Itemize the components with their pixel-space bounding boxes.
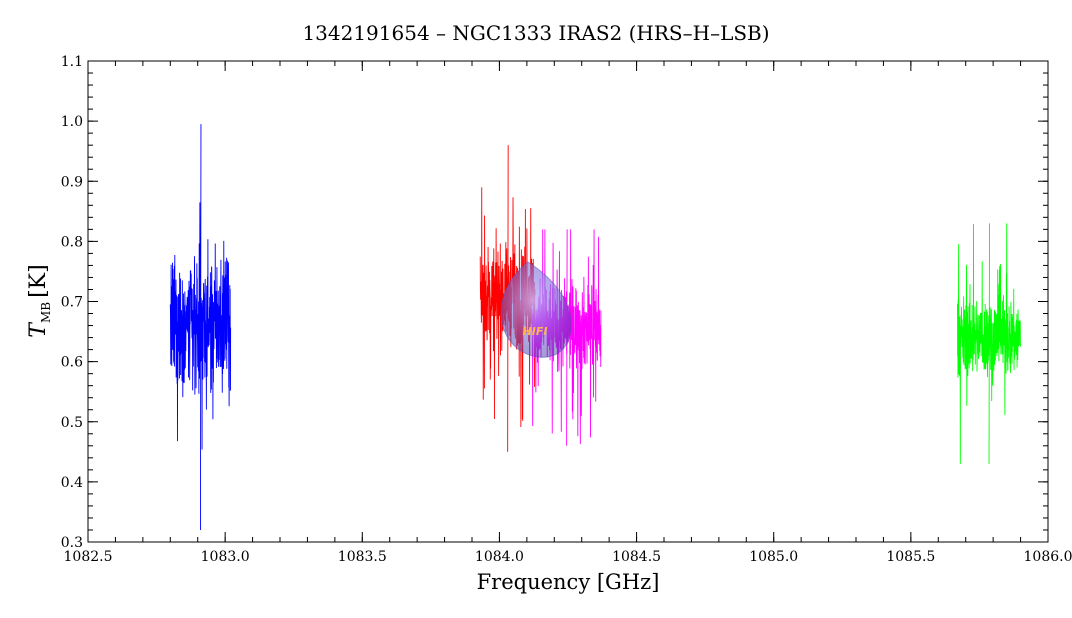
y-tick-label: 0.4 (61, 475, 83, 491)
y-tick-label: 0.7 (61, 295, 83, 311)
y-tick-label: 0.6 (61, 355, 83, 371)
y-axis-label-symbol: T (26, 321, 51, 338)
x-tick-label: 1086.0 (1024, 549, 1072, 565)
svg-text:TMB[K]: TMB [K] (26, 264, 53, 337)
y-axis-label-subscript: MB (39, 302, 53, 323)
y-tick-label: 0.8 (61, 234, 83, 250)
series-line-1 (169, 124, 232, 530)
x-tick-label: 1084.5 (612, 549, 661, 565)
y-tick-label: 1.0 (61, 114, 83, 130)
x-tick-label: 1084.0 (475, 549, 524, 565)
y-axis-label: TMB [K] (26, 264, 53, 337)
plot-frame (87, 60, 1049, 543)
x-axis-label: Frequency [GHz] (477, 570, 660, 594)
x-tick-label: 1083.0 (201, 549, 250, 565)
x-tick-label: 1082.5 (64, 549, 113, 565)
y-tick-label: 1.1 (61, 54, 83, 70)
y-tick-label: 0.9 (61, 174, 83, 190)
series-line-4 (957, 223, 1022, 464)
x-tick-label: 1085.5 (886, 549, 935, 565)
axis-ticks (87, 60, 1049, 543)
axis-tick-labels: 1082.5 1083.0 1083.5 1084.0 1084.5 1085.0 1085… (61, 54, 1072, 565)
chart-title: 1342191654 – NGC1333 IRAS2 (HRS–H–LSB) (302, 21, 769, 45)
series-layer (169, 124, 1022, 530)
hifi-watermark: HIFI (500, 261, 572, 358)
y-tick-label: 0.3 (61, 535, 83, 551)
watermark-label: HIFI (523, 325, 548, 338)
y-tick-label: 0.5 (61, 415, 83, 431)
x-tick-label: 1085.0 (749, 549, 798, 565)
y-axis-label-unit: [K] (26, 264, 51, 298)
x-tick-label: 1083.5 (338, 549, 387, 565)
